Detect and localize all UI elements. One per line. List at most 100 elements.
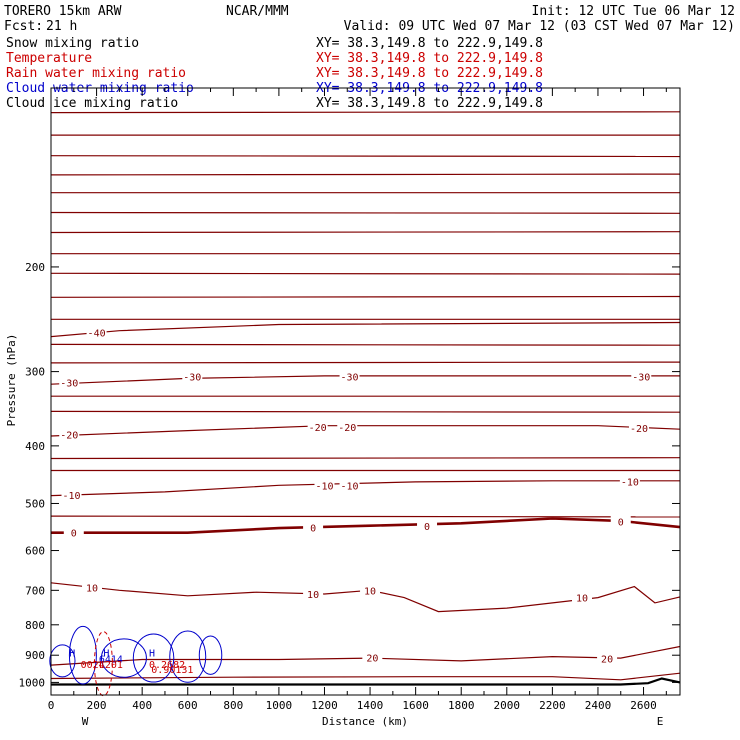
- contour-lines: 0 0 0 0 -10 -10 -10 -10 -20 -20 -20 -20 -30 -30 -30 -30…: [50, 111, 681, 681]
- model-name: TORERO 15km ARW: [4, 4, 122, 19]
- y-tick-label-6: 800: [25, 619, 45, 632]
- isotherm-label-bg-3-2: [339, 370, 360, 382]
- isotherm-line-0: [51, 517, 681, 534]
- isotherm-label-0-0: 0: [71, 529, 77, 540]
- isotherm-label-bg-0-2: [417, 520, 438, 532]
- isotherm-label-5-3: 10: [576, 594, 588, 605]
- contour-value-label-7: 0.90131: [151, 665, 193, 676]
- legend-field-2: Rain water mixing ratio: [6, 66, 186, 81]
- init-time: Init: 12 UTC Tue 06 Mar 12: [532, 4, 736, 19]
- isotherm-label-1-0: -10: [62, 491, 80, 502]
- legend-field-4: Cloud ice mixing ratio: [6, 96, 178, 111]
- isotherm-line-4: [50, 321, 681, 338]
- isotherm-label-2-1: -20: [309, 423, 327, 434]
- contour-value-label-3: 6414: [99, 654, 123, 665]
- isotherm-label-bg-3-1: [182, 370, 203, 382]
- isotherm-label-5-2: 10: [364, 586, 376, 597]
- isotherm-line-2: [50, 425, 681, 437]
- x-tick-label-11: 2200: [539, 699, 566, 712]
- y-tick-label-2: 400: [25, 440, 45, 453]
- legend-xy-1: XY= 38.3,149.8 to 222.9,149.8: [316, 51, 543, 66]
- legend-xy-2: XY= 38.3,149.8 to 222.9,149.8: [316, 66, 543, 81]
- isotherm-label-5-0: 10: [86, 584, 98, 595]
- isotherm-label-bg-6-1: [597, 652, 618, 664]
- isotherm-label-bg-5-1: [303, 587, 324, 599]
- x-tick-label-7: 1400: [357, 699, 384, 712]
- isotherm-label-2-0: -20: [60, 431, 78, 442]
- valid-time: Valid: 09 UTC Wed 07 Mar 12 (03 CST Wed …: [344, 19, 735, 34]
- x-tick-label-10: 2000: [494, 699, 521, 712]
- contour-value-label-1: H: [103, 649, 109, 660]
- legend-xy-0: XY= 38.3,149.8 to 222.9,149.8: [316, 36, 543, 51]
- cloud-water-contour-0: [49, 644, 76, 678]
- isotherm-label-1-1: -10: [315, 481, 333, 492]
- isotherm-label-bg-0-3: [610, 515, 631, 527]
- isotherm-label-3-3: -30: [632, 373, 650, 384]
- cloud-water-contour-1: [68, 625, 97, 685]
- field-legend: Snow mixing ratio XY= 38.3,149.8 to 222.9…: [6, 36, 543, 111]
- isotherm-label-2-2: -20: [338, 423, 356, 434]
- x-tick-label-1: 200: [87, 699, 107, 712]
- legend-xy-4: XY= 38.3,149.8 to 222.9,149.8: [316, 96, 543, 111]
- x-tick-label-9: 1800: [448, 699, 475, 712]
- isotherm-label-2-3: -20: [630, 424, 648, 435]
- terrain-line: [51, 677, 681, 686]
- cloud-water-contour-5: [198, 635, 223, 675]
- upper-isotherm-2: [50, 155, 681, 158]
- contour-value-label-0: H: [69, 649, 75, 660]
- y-tick-label-7: 900: [25, 649, 45, 662]
- isotherm-label-bg-0-1: [303, 521, 324, 533]
- upper-isotherm-9: [50, 295, 681, 298]
- legend-field-0: Snow mixing ratio: [6, 36, 139, 51]
- isotherm-label-0-1: 0: [310, 524, 316, 535]
- isotherm-label-bg-1-0: [61, 489, 82, 501]
- upper-isotherm-15: [50, 457, 681, 460]
- isotherm-label-bg-2-2: [337, 421, 358, 433]
- isotherm-label-bg-1-1: [314, 479, 335, 491]
- isotherm-line-1: [50, 480, 680, 497]
- x-left-end-label: W: [82, 715, 89, 728]
- contour-value-label-5: L201: [99, 660, 123, 671]
- y-axis-label: Pressure (hPa): [5, 334, 18, 427]
- contour-value-label-2: H: [149, 649, 155, 660]
- isotherm-label-bg-0-0: [63, 526, 84, 538]
- isotherm-label-bg-1-2: [339, 479, 360, 491]
- rain-water-contour: [93, 631, 113, 697]
- upper-isotherm-6: [50, 231, 681, 234]
- cloud-water-contour-4: [169, 630, 207, 683]
- isotherm-label-bg-2-0: [59, 428, 80, 440]
- x-tick-label-3: 600: [178, 699, 198, 712]
- plot-frame: [50, 87, 681, 696]
- isotherm-label-bg-2-3: [628, 421, 649, 433]
- isotherm-label-6-1: 20: [601, 655, 613, 666]
- terrain-surface: [51, 677, 681, 686]
- fcst-label: Fcst:: [4, 19, 43, 34]
- y-tick-label-4: 600: [25, 545, 45, 558]
- isotherm-label-bg-3-3: [631, 370, 652, 382]
- isotherm-label-4-0: -40: [88, 329, 106, 340]
- contour-value-label-6: 0.2682: [149, 660, 185, 671]
- isotherm-line-7: [50, 672, 681, 681]
- isotherm-label-bg-3-0: [59, 376, 80, 388]
- isotherm-line-5: [50, 582, 681, 613]
- isotherm-label-1-2: -10: [341, 481, 359, 492]
- y-tick-label-5: 700: [25, 584, 45, 597]
- isotherm-label-1-3: -10: [621, 477, 639, 488]
- isotherm-label-bg-6-0: [362, 651, 383, 663]
- y-tick-label-0: 200: [25, 261, 45, 274]
- isotherm-label-bg-4-0: [86, 326, 107, 338]
- isotherm-line-3: [50, 375, 680, 385]
- upper-isotherm-14: [50, 410, 681, 413]
- x-tick-label-13: 2600: [630, 699, 657, 712]
- isotherm-label-5-1: 10: [307, 590, 319, 601]
- isotherm-label-bg-1-3: [619, 475, 640, 487]
- upper-isotherm-8: [50, 272, 681, 275]
- isotherm-label-bg-5-3: [572, 591, 593, 603]
- isotherm-label-bg-2-1: [307, 421, 328, 433]
- isotherm-label-3-1: -30: [183, 373, 201, 384]
- upper-isotherm-5: [50, 211, 681, 214]
- x-tick-label-0: 0: [48, 699, 55, 712]
- upper-isotherm-17: [50, 515, 681, 518]
